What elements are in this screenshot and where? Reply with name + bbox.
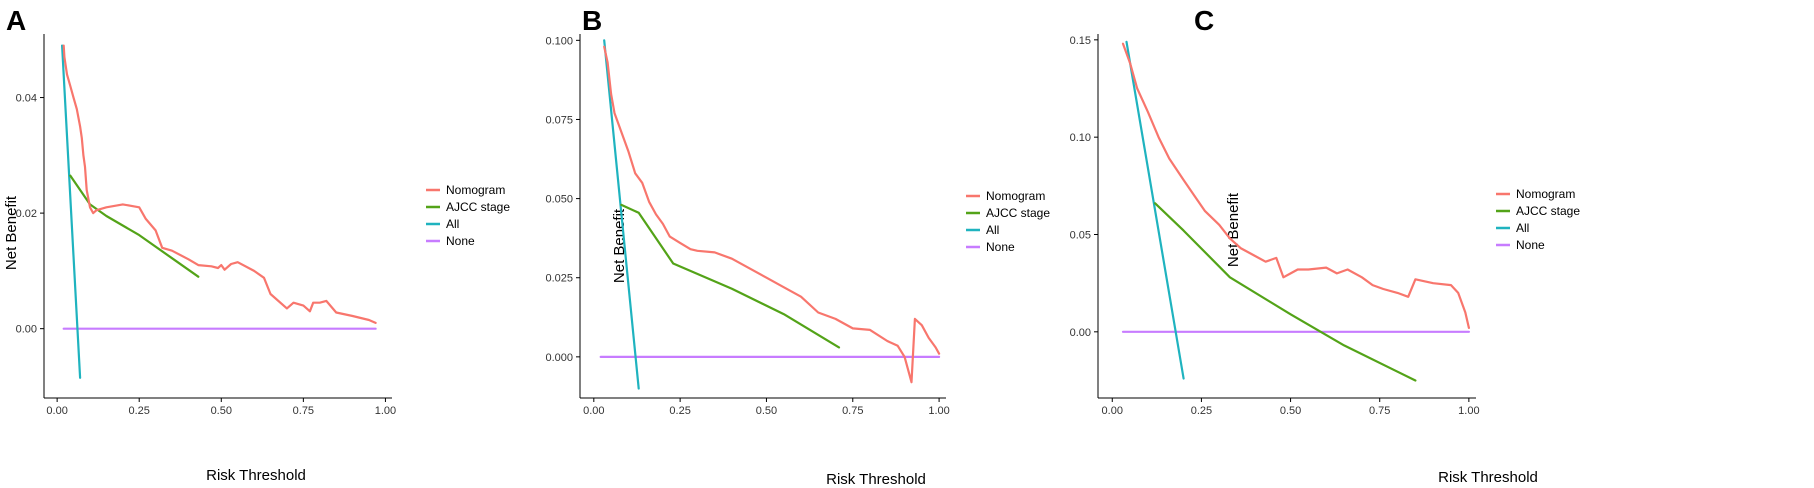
panel-c-xlabel: Risk Threshold (1438, 469, 1538, 486)
panel-c-x-tick-label: 1.00 (1458, 405, 1479, 417)
panel-a-x-tick-label: 0.25 (128, 405, 149, 417)
panel-c-x-tick-label: 0.00 (1102, 405, 1123, 417)
panel-a-x-tick-label: 0.75 (293, 405, 314, 417)
panel-b-legend-label-all: All (986, 223, 999, 237)
panel-c-y-tick-label: 0.05 (1070, 229, 1091, 241)
panel-a-y-tick-label: 0.02 (16, 208, 37, 220)
panel-c-y-tick-label: 0.00 (1070, 327, 1091, 339)
panel-b-y-tick-label: 0.025 (545, 273, 573, 285)
panel-b: B Net Benefit Risk Threshold 0.00 0.25 0.5… (545, 5, 1050, 488)
panel-a-series-all (60, 44, 82, 379)
panel-a: A Net Benefit Risk Threshold 0.00 0.25 0.5… (3, 5, 510, 484)
panel-c-legend-label-nomogram: Nomogram (1516, 187, 1575, 201)
panel-b-x-tick-label: 0.25 (669, 405, 690, 417)
panel-b-x-tick-label: 1.00 (928, 405, 949, 417)
panel-c-ylabel: Net Benefit (1225, 192, 1242, 267)
panel-b-y-tick-label: 0.100 (545, 35, 573, 47)
panel-b-series-ajcc-stage (620, 203, 841, 349)
panel-c-x-tick-label: 0.25 (1191, 405, 1212, 417)
panel-c-legend-label-none: None (1516, 238, 1545, 252)
panel-b-y-tick-label: 0.075 (545, 114, 573, 126)
panel-b-x-tick-label: 0.50 (756, 405, 777, 417)
panel-a-x-tick-label: 1.00 (375, 405, 396, 417)
panel-a-label: A (6, 5, 26, 36)
panel-a-ylabel: Net Benefit (3, 195, 20, 270)
panel-c: C Net Benefit Risk Threshold 0.00 0.25 0.5… (1070, 5, 1581, 486)
panel-a-y-tick-label: 0.04 (16, 93, 37, 105)
panel-c-series-ajcc-stage (1153, 202, 1417, 382)
panel-a-xlabel: Risk Threshold (206, 467, 306, 484)
panel-b-legend-label-nomogram: Nomogram (986, 189, 1045, 203)
panel-a-legend-label-none: None (446, 234, 475, 248)
panel-c-series-nomogram (1121, 42, 1471, 329)
panel-b-y-tick-label: 0.050 (545, 194, 573, 206)
panel-b-xlabel: Risk Threshold (826, 471, 926, 488)
panel-c-series-all (1125, 40, 1185, 380)
panel-c-legend-label-all: All (1516, 221, 1529, 235)
panel-b-x-tick-label: 0.75 (842, 405, 863, 417)
panel-a-x-tick-label: 0.50 (211, 405, 232, 417)
panel-b-series-all (603, 39, 640, 390)
panel-a-legend-label-ajcc-stage: AJCC stage (446, 200, 510, 214)
panel-a-series-ajcc-stage (69, 174, 200, 278)
panel-c-label: C (1194, 5, 1214, 36)
panel-a-y-tick-label: 0.00 (16, 324, 37, 336)
panel-c-y-tick-label: 0.10 (1070, 132, 1091, 144)
panel-a-legend-label-nomogram: Nomogram (446, 183, 505, 197)
panel-b-legend-label-ajcc-stage: AJCC stage (986, 206, 1050, 220)
panel-a-legend-label-all: All (446, 217, 459, 231)
panel-a-x-tick-label: 0.00 (46, 405, 67, 417)
panel-b-label: B (582, 5, 602, 36)
panel-b-x-tick-label: 0.00 (583, 405, 604, 417)
panel-c-y-tick-label: 0.15 (1070, 35, 1091, 47)
panel-b-y-tick-label: 0.000 (545, 352, 573, 364)
panel-c-x-tick-label: 0.75 (1369, 405, 1390, 417)
panel-b-legend-label-none: None (986, 240, 1015, 254)
panel-c-legend-label-ajcc-stage: AJCC stage (1516, 204, 1580, 218)
panel-a-series-nomogram (62, 44, 377, 324)
panel-b-series-nomogram (603, 45, 941, 384)
panel-c-x-tick-label: 0.50 (1280, 405, 1301, 417)
